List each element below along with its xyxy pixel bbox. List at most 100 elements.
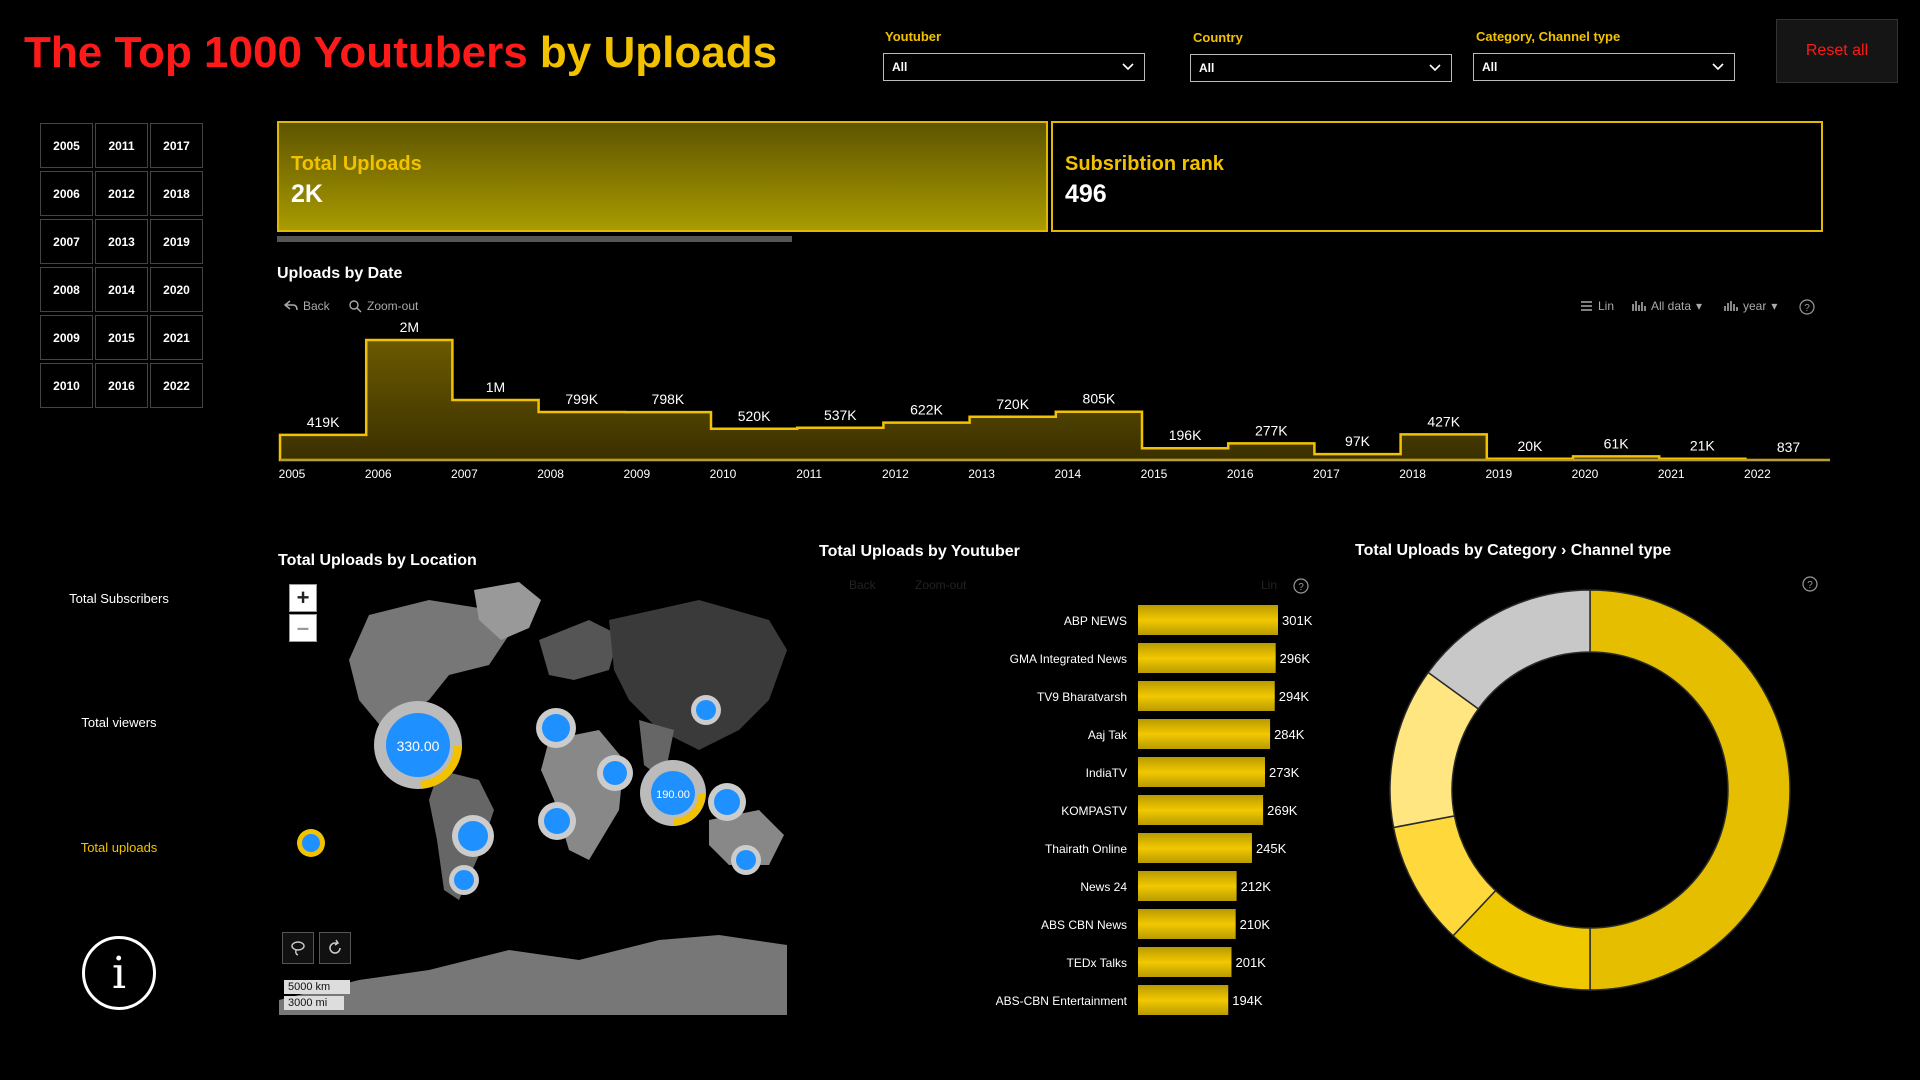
year-button-2010[interactable]: 2010: [40, 363, 93, 408]
map-bubble-small[interactable]: [708, 783, 746, 821]
youtuber-bar: [1138, 833, 1252, 863]
map-bubble-usa[interactable]: 330.00: [374, 701, 462, 789]
svg-text:?: ?: [1298, 582, 1304, 593]
all-data-dropdown[interactable]: All data ▾: [1632, 299, 1702, 313]
map-bubble-india[interactable]: 190.00: [640, 760, 706, 826]
bubble-main-value: 330.00: [397, 738, 440, 754]
magnifier-icon: [349, 299, 362, 313]
map-bubble-small[interactable]: [536, 708, 576, 748]
back-arrow-icon: [284, 300, 298, 311]
map-reset-view-button[interactable]: [319, 932, 351, 964]
category-donut-chart[interactable]: [1380, 580, 1800, 1000]
help-icon[interactable]: ?: [1293, 578, 1309, 599]
australia-landmass: [709, 810, 784, 865]
date-data-label: 21K: [1690, 438, 1716, 454]
x-tick-label: 2006: [365, 467, 392, 481]
total-uploads-card[interactable]: Total Uploads 2K: [277, 121, 1048, 232]
youtuber-bar: [1138, 605, 1278, 635]
date-data-label: 622K: [910, 402, 943, 418]
youtuber-back-button[interactable]: Back: [849, 578, 876, 592]
lin-scale-button[interactable]: Lin: [1580, 299, 1614, 313]
x-tick-label: 2013: [968, 467, 995, 481]
date-data-label: 2M: [400, 319, 419, 335]
svg-text:?: ?: [1804, 303, 1810, 314]
youtuber-dropdown[interactable]: All: [883, 53, 1145, 81]
date-data-label: 537K: [824, 407, 857, 423]
youtuber-lin-button[interactable]: Lin: [1261, 578, 1278, 592]
year-button-2009[interactable]: 2009: [40, 315, 93, 360]
year-button-2019[interactable]: 2019: [150, 219, 203, 264]
map-bubble-small[interactable]: [449, 865, 479, 895]
year-button-2006[interactable]: 2006: [40, 171, 93, 216]
bar-category-label: KOMPASTV: [1061, 804, 1127, 818]
help-icon[interactable]: ?: [1799, 299, 1815, 320]
map-lasso-button[interactable]: [282, 932, 314, 964]
bar-chart-icon: [1632, 301, 1646, 311]
bar-value-label: 301K: [1282, 613, 1313, 628]
map-bubble-offmap[interactable]: [297, 829, 325, 857]
year-button-2013[interactable]: 2013: [95, 219, 148, 264]
bar-category-label: ABP NEWS: [1064, 614, 1127, 628]
year-button-2012[interactable]: 2012: [95, 171, 148, 216]
year-button-2016[interactable]: 2016: [95, 363, 148, 408]
year-button-2021[interactable]: 2021: [150, 315, 203, 360]
back-label: Back: [303, 299, 330, 313]
year-button-2020[interactable]: 2020: [150, 267, 203, 312]
bar-category-label: Aaj Tak: [1088, 728, 1128, 742]
uploads-by-date-chart[interactable]: 419K 2005 2M 2006 1M 2007 799K 2008 798K 2009 520K…: [270, 310, 1830, 485]
europe-landmass: [539, 620, 619, 680]
zoom-out-button[interactable]: Zoom-out: [349, 299, 418, 313]
year-button-2015[interactable]: 2015: [95, 315, 148, 360]
year-button-2011[interactable]: 2011: [95, 123, 148, 168]
help-icon[interactable]: ?: [1802, 576, 1818, 597]
category-dropdown[interactable]: All: [1473, 53, 1735, 81]
bar-value-label: 194K: [1232, 993, 1263, 1008]
year-button-2018[interactable]: 2018: [150, 171, 203, 216]
bar-value-label: 269K: [1267, 803, 1298, 818]
reset-all-button[interactable]: Reset all: [1776, 19, 1898, 83]
year-button-2008[interactable]: 2008: [40, 267, 93, 312]
all-data-label: All data: [1651, 299, 1692, 313]
map-zoom-out-button[interactable]: –: [289, 614, 317, 642]
total-uploads-label-side[interactable]: Total uploads: [80, 840, 158, 855]
category-filter-label: Category, Channel type: [1476, 29, 1621, 44]
youtuber-bar-chart[interactable]: ABP NEWS 301K GMA Integrated News 296K TV9 B…: [960, 600, 1330, 1020]
caret-down-icon: ▾: [1696, 299, 1703, 313]
year-button-2017[interactable]: 2017: [150, 123, 203, 168]
x-tick-label: 2009: [623, 467, 650, 481]
donut-slice: [1427, 589, 1591, 710]
date-data-label: 1M: [486, 379, 505, 395]
world-map[interactable]: 330.00 190.00 + – 5000 km 3000 mi: [279, 580, 787, 1015]
year-button-2014[interactable]: 2014: [95, 267, 148, 312]
youtuber-filter-label: Youtuber: [885, 29, 942, 44]
map-bubble-small[interactable]: [731, 845, 761, 875]
back-button[interactable]: Back: [284, 299, 330, 313]
year-button-2007[interactable]: 2007: [40, 219, 93, 264]
total-viewers-label[interactable]: Total viewers: [81, 715, 157, 730]
map-bubble-small[interactable]: [691, 695, 721, 725]
year-label: year: [1743, 299, 1767, 313]
bar-category-label: ABS-CBN Entertainment: [996, 994, 1128, 1008]
subscription-rank-card[interactable]: Subsribtion rank 496: [1051, 121, 1823, 232]
cards-scrollbar[interactable]: [277, 236, 792, 242]
chevron-down-icon: [1712, 63, 1724, 71]
subscription-rank-label: Subsribtion rank: [1065, 153, 1224, 175]
map-bubble-small[interactable]: [597, 755, 633, 791]
x-tick-label: 2017: [1313, 467, 1340, 481]
country-dropdown[interactable]: All: [1190, 54, 1452, 82]
youtuber-zoom-out-button[interactable]: Zoom-out: [915, 578, 967, 592]
year-button-2005[interactable]: 2005: [40, 123, 93, 168]
x-tick-label: 2022: [1744, 467, 1771, 481]
year-button-2022[interactable]: 2022: [150, 363, 203, 408]
map-bubble-small[interactable]: [538, 802, 576, 840]
bar-category-label: TV9 Bharatvarsh: [1037, 690, 1127, 704]
map-bubble-small[interactable]: [452, 815, 494, 857]
total-subscribers-label[interactable]: Total Subscribers: [69, 591, 169, 606]
date-data-label: 720K: [996, 396, 1029, 412]
map-zoom-in-button[interactable]: +: [289, 584, 317, 612]
bar-category-label: IndiaTV: [1086, 766, 1127, 780]
year-granularity-dropdown[interactable]: year ▾: [1724, 299, 1777, 313]
country-dropdown-value: All: [1199, 61, 1215, 75]
x-tick-label: 2007: [451, 467, 478, 481]
info-icon[interactable]: i: [82, 936, 156, 1010]
